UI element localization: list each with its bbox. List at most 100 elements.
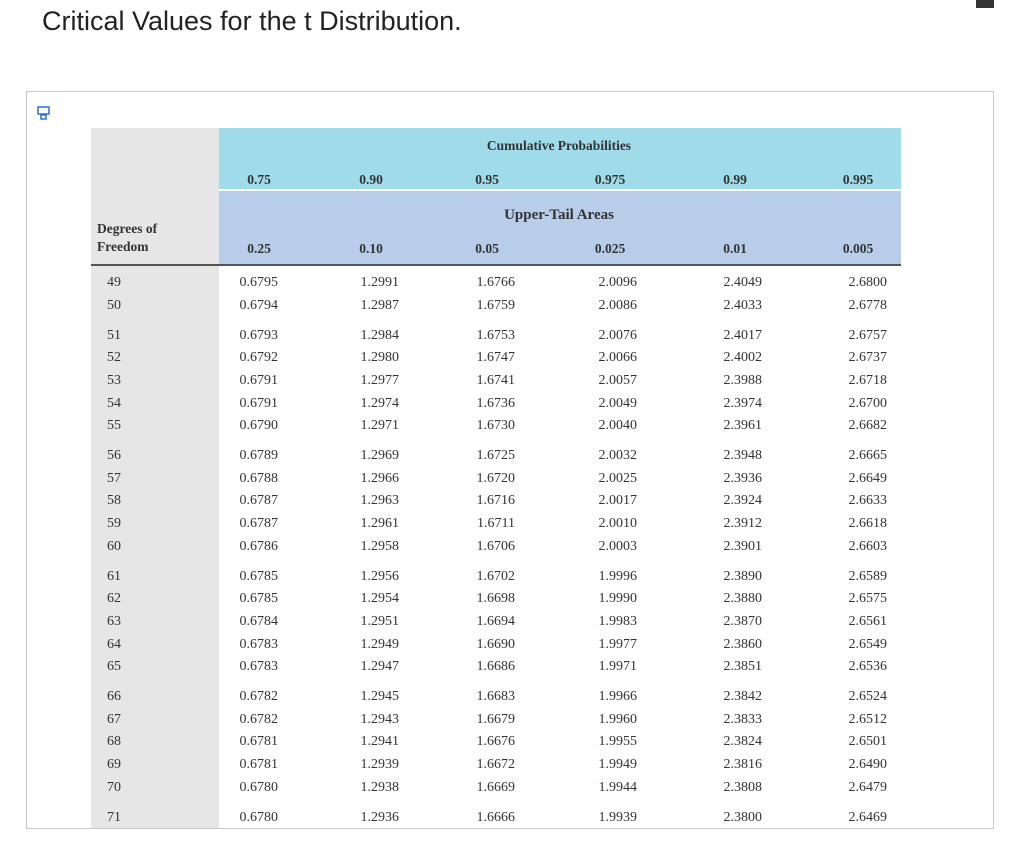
critical-value: 2.3870 [723, 613, 763, 629]
critical-value: 2.6575 [848, 591, 888, 607]
critical-value: 2.0017 [598, 493, 638, 509]
critical-value: 2.3961 [723, 418, 763, 434]
critical-value: 1.9955 [598, 734, 638, 750]
df-value: 61 [107, 568, 121, 584]
critical-value: 2.3880 [723, 591, 763, 607]
critical-value: 1.2954 [360, 591, 400, 607]
page-title: Critical Values for the t Distribution. [42, 6, 462, 36]
critical-value: 2.6618 [848, 516, 888, 531]
critical-value: 1.2977 [360, 372, 400, 388]
critical-value: 0.6787 [239, 516, 279, 531]
critical-value: 2.3974 [723, 395, 763, 411]
df-value: 57 [107, 470, 121, 486]
critical-value: 2.6665 [848, 448, 888, 464]
cumulative-value: 0.995 [842, 172, 874, 187]
critical-value: 2.3824 [723, 734, 763, 750]
critical-value: 1.6747 [476, 350, 516, 366]
critical-value: 0.6783 [239, 659, 279, 675]
critical-value: 1.9960 [598, 711, 638, 727]
critical-value: 1.6720 [476, 470, 516, 486]
df-label: Degrees of Freedom [97, 221, 158, 254]
critical-value: 1.6766 [476, 275, 516, 290]
critical-value: 2.0003 [598, 538, 638, 554]
df-value: 67 [107, 711, 121, 727]
upper-tail-value: 0.05 [475, 241, 499, 256]
critical-value: 0.6780 [239, 779, 279, 795]
critical-value: 2.3851 [723, 659, 763, 675]
critical-value: 0.6780 [239, 809, 279, 825]
critical-value: 1.2971 [360, 418, 400, 434]
critical-value: 1.6666 [476, 809, 516, 825]
critical-value: 1.9966 [598, 689, 638, 705]
upper-tail-value: 0.10 [359, 241, 383, 256]
critical-value: 2.6524 [848, 689, 888, 705]
critical-value: 2.4017 [723, 327, 763, 343]
critical-value: 1.6679 [476, 711, 516, 727]
df-value: 65 [107, 659, 121, 675]
critical-value: 2.0086 [598, 297, 638, 313]
critical-value: 2.6700 [848, 395, 888, 411]
cumulative-value: 0.90 [359, 172, 383, 187]
critical-value: 2.0066 [598, 350, 638, 366]
critical-value: 1.6690 [476, 636, 516, 652]
cumulative-value: 0.75 [247, 172, 271, 187]
critical-value: 0.6787 [239, 493, 279, 509]
df-value: 56 [107, 448, 121, 464]
critical-value: 1.2984 [360, 327, 400, 343]
critical-value: 0.6785 [239, 568, 279, 584]
cumulative-header-bg [219, 128, 901, 189]
critical-value: 2.3860 [723, 636, 763, 652]
upper-tail-value: 0.25 [247, 241, 271, 256]
critical-value: 0.6782 [239, 689, 279, 705]
critical-value: 2.6778 [848, 297, 888, 313]
critical-value: 2.3800 [723, 809, 763, 825]
critical-value: 2.0040 [598, 418, 638, 434]
critical-value: 0.6781 [239, 757, 279, 772]
critical-value: 2.6561 [848, 613, 888, 629]
icon [37, 106, 50, 120]
critical-value: 1.6686 [476, 659, 516, 675]
critical-value: 0.6781 [239, 734, 279, 750]
critical-value: 2.6589 [848, 568, 888, 584]
critical-value: 1.2958 [360, 538, 400, 554]
critical-value: 1.2951 [360, 613, 400, 629]
critical-value: 2.6549 [848, 636, 888, 652]
critical-value: 0.6795 [239, 275, 279, 290]
critical-value: 2.0057 [598, 372, 638, 388]
critical-value: 0.6788 [239, 470, 279, 486]
critical-value: 0.6789 [239, 448, 279, 464]
df-value: 51 [107, 327, 121, 343]
critical-value: 2.6501 [848, 734, 888, 750]
critical-value: 2.3833 [723, 711, 763, 727]
df-value: 52 [107, 350, 121, 366]
critical-value: 2.3901 [723, 538, 763, 554]
critical-value: 2.6479 [848, 779, 888, 795]
cumulative-label: Cumulative Probabilities [486, 138, 632, 153]
df-value: 64 [107, 636, 121, 652]
critical-value: 1.2974 [360, 395, 400, 411]
critical-value: 1.6698 [476, 591, 516, 607]
critical-value: 1.2961 [360, 516, 400, 531]
critical-value: 1.2943 [360, 711, 400, 727]
critical-value: 0.6782 [239, 711, 279, 727]
critical-value: 0.6792 [239, 350, 279, 366]
critical-value: 0.6786 [239, 538, 279, 554]
critical-value: 1.2963 [360, 493, 400, 509]
upper-tail-value: 0.005 [842, 241, 874, 256]
df-value: 60 [107, 538, 121, 554]
upper-tail-value: 0.01 [723, 241, 747, 256]
critical-value: 1.6672 [476, 757, 516, 772]
critical-value: 2.0010 [598, 516, 638, 531]
critical-value: 1.9944 [598, 779, 638, 795]
critical-value: 1.2991 [360, 275, 400, 290]
critical-value: 2.3948 [723, 448, 763, 464]
critical-value: 1.2980 [360, 350, 400, 366]
df-value: 55 [107, 418, 121, 434]
critical-value: 2.3988 [723, 372, 763, 388]
critical-value: 0.6790 [239, 418, 279, 434]
critical-value: 2.3816 [723, 757, 763, 772]
critical-value: 2.6469 [848, 809, 888, 825]
critical-value: 2.3808 [723, 779, 763, 795]
critical-value: 1.6716 [476, 493, 516, 509]
critical-value: 2.6633 [848, 493, 888, 509]
